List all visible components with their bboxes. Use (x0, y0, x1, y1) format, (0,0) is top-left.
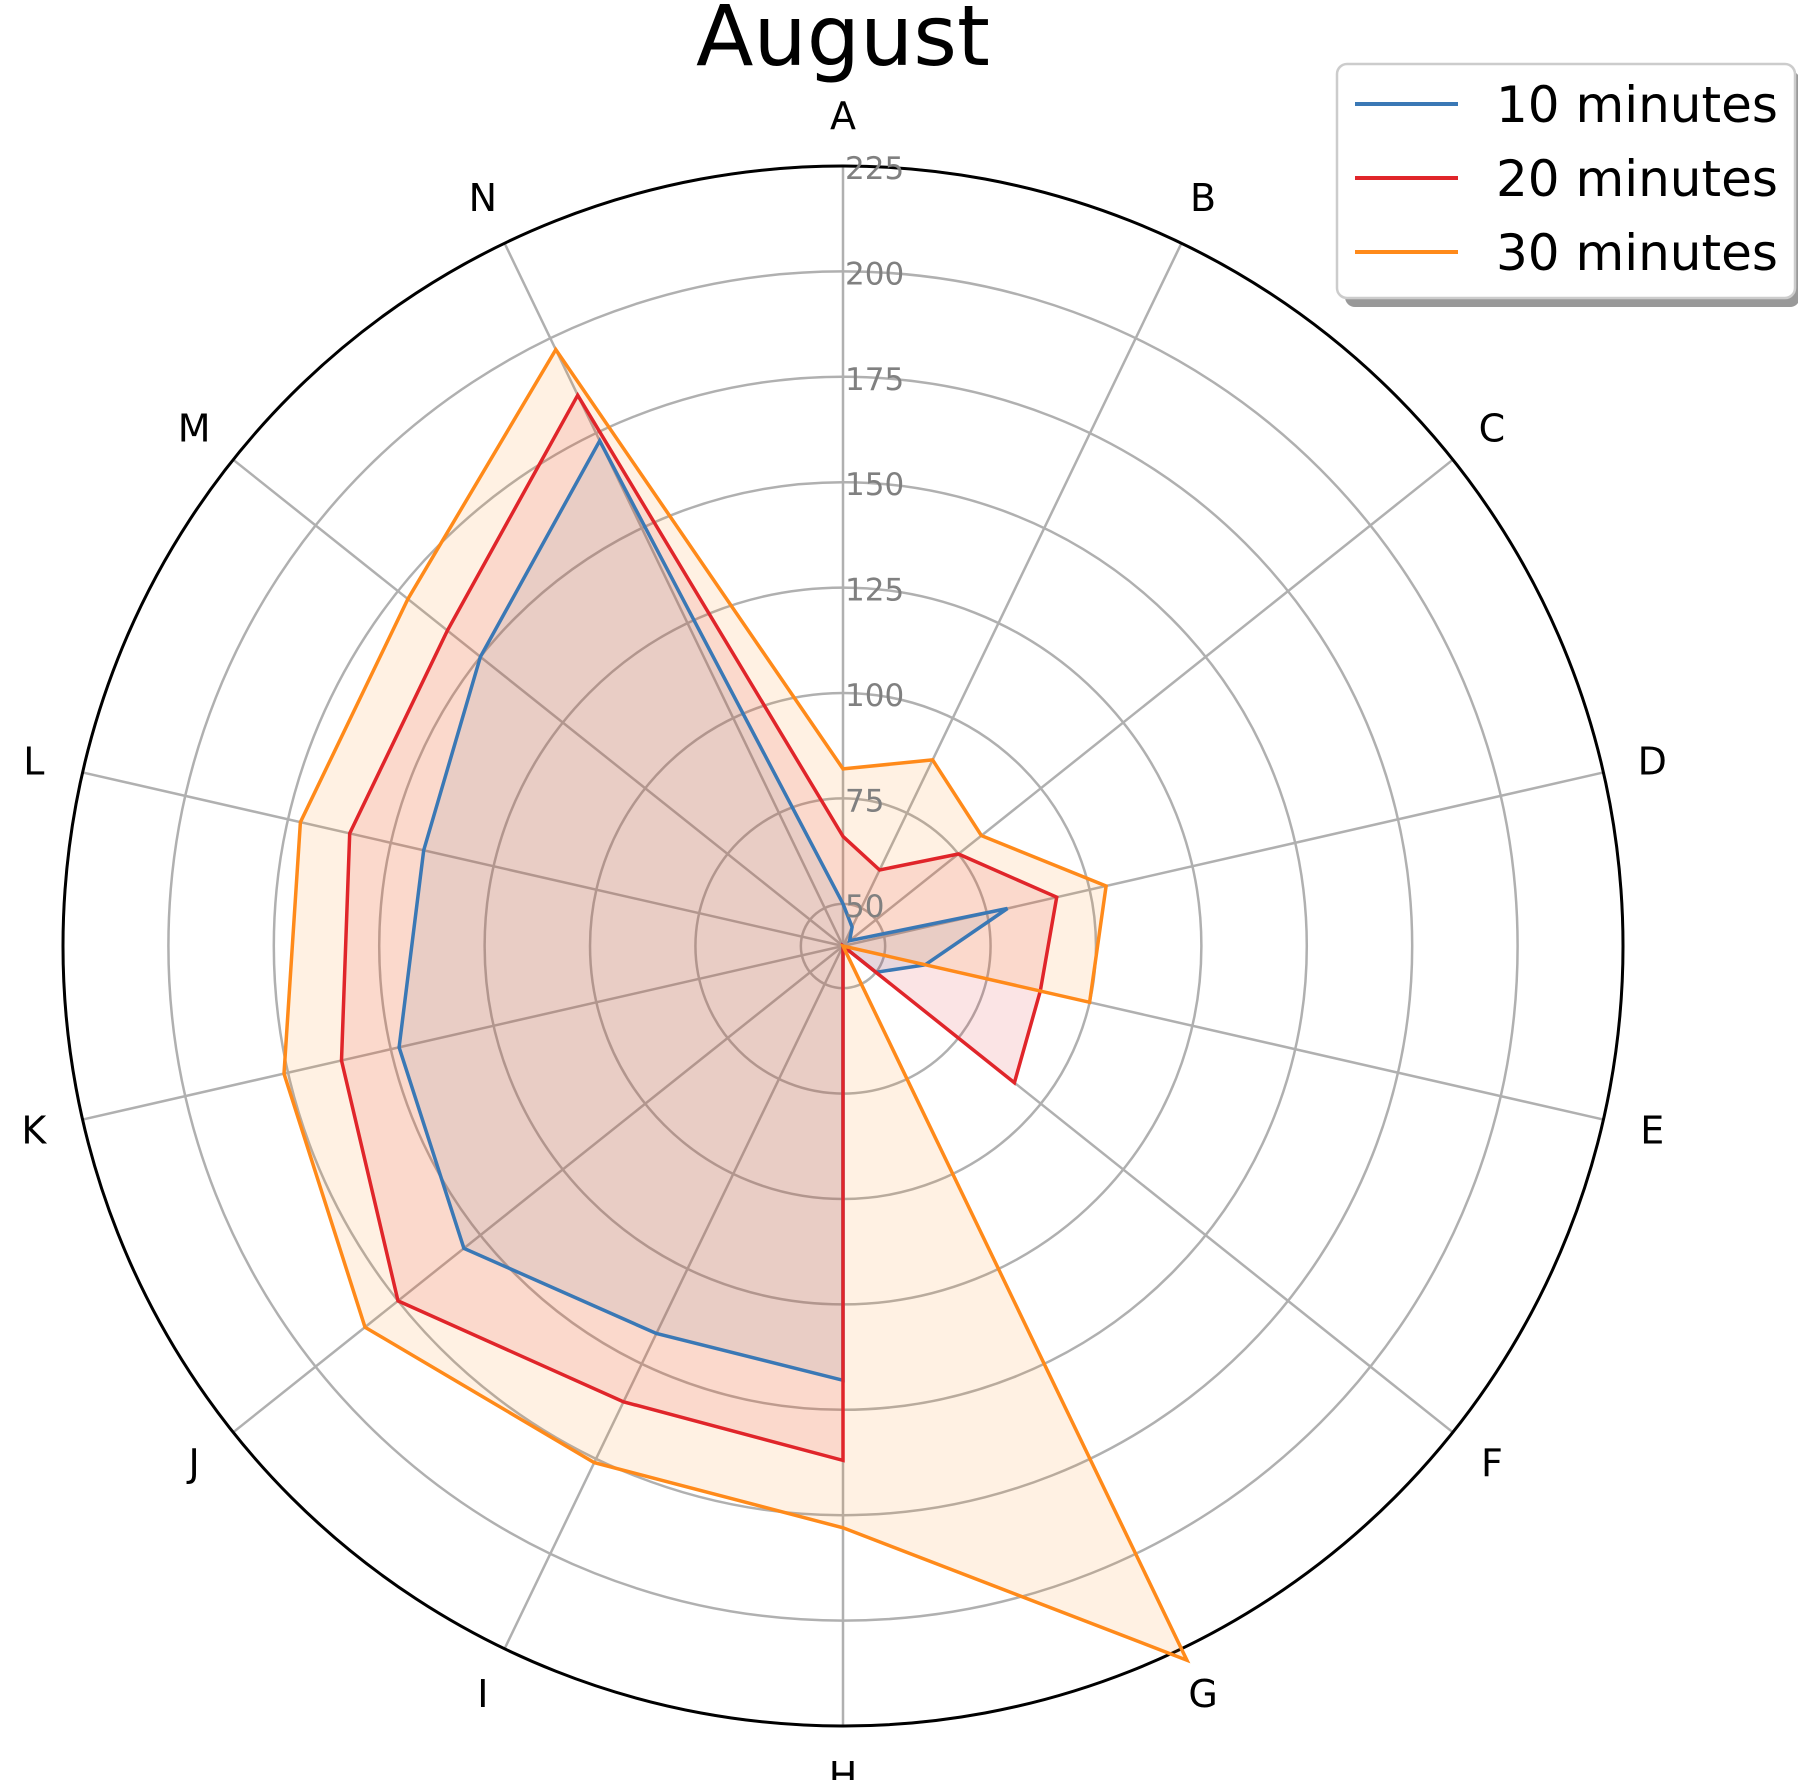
radial-tick-label: 225 (845, 151, 904, 187)
category-label: C (1479, 407, 1506, 451)
category-label: H (829, 1754, 858, 1780)
category-label: J (186, 1442, 199, 1486)
grid-spoke (841, 242, 1183, 947)
category-label: M (178, 407, 211, 451)
category-label: A (830, 94, 856, 138)
radial-tick-label: 175 (845, 362, 904, 398)
grid-spoke (842, 458, 1454, 947)
category-label: G (1188, 1672, 1217, 1716)
series-group (282, 346, 1191, 1664)
legend-box (1335, 62, 1797, 300)
legend-items: 10 minutes 20 minutes 30 minutes (1355, 76, 1778, 282)
radial-tick-label: 100 (845, 678, 904, 714)
grid-spoke (82, 944, 844, 1121)
legend-label: 10 minutes (1496, 76, 1778, 134)
radial-tick-label: 50 (845, 889, 884, 925)
radial-tick-labels: 50 75 100 125 150 175 200 225 (845, 151, 904, 925)
category-label: F (1481, 1442, 1503, 1486)
radial-tick-label: 75 (845, 783, 884, 819)
outer-frame (61, 164, 1625, 1728)
category-label: B (1190, 176, 1216, 220)
radial-tick-label: 125 (845, 573, 904, 609)
series-fill (341, 395, 1057, 1461)
category-label: I (477, 1672, 488, 1716)
series-line (282, 346, 1191, 1664)
category-label: D (1638, 739, 1667, 783)
category-label: L (23, 739, 44, 783)
series-line (339, 391, 1059, 1463)
series-fill (284, 349, 1187, 1661)
legend-label: 20 minutes (1496, 150, 1778, 208)
legend: 10 minutes 20 minutes 30 minutes (1335, 62, 1798, 307)
category-label: K (21, 1109, 47, 1153)
chart-title: August (696, 0, 990, 85)
grid-spoke (232, 945, 844, 1434)
legend-label: 30 minutes (1496, 224, 1778, 282)
category-label: E (1640, 1109, 1664, 1153)
grid-spoke (82, 771, 844, 948)
radial-tick-label: 200 (845, 256, 904, 292)
series-fill (399, 440, 1008, 1381)
grid-spoke (232, 458, 844, 947)
radial-tick-label: 150 (845, 467, 904, 503)
grid-spoke (503, 242, 845, 947)
grid-spoke (503, 945, 845, 1650)
category-label: N (469, 176, 497, 220)
category-labels: A B C D E F G H I J K L M N (21, 94, 1666, 1780)
